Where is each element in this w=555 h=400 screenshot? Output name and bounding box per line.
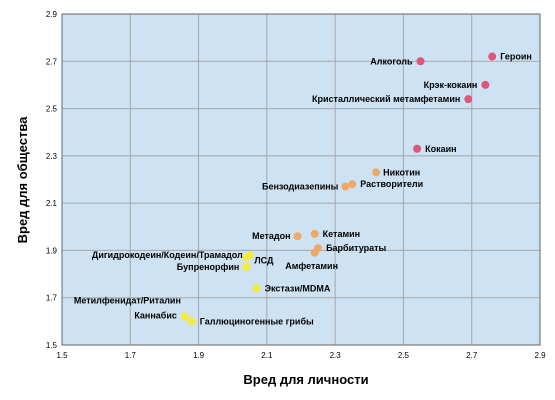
point-label: Кетамин bbox=[323, 229, 360, 239]
data-point bbox=[341, 182, 350, 191]
x-axis-title: Вред для личности bbox=[243, 372, 368, 387]
data-point bbox=[310, 248, 319, 257]
y-tick-label: 1.7 bbox=[46, 294, 58, 303]
x-tick-label: 2.9 bbox=[534, 351, 546, 360]
data-points bbox=[180, 52, 497, 326]
data-point bbox=[348, 180, 357, 189]
data-point bbox=[180, 312, 189, 321]
point-label: Галлюциногенные грибы bbox=[200, 316, 314, 326]
point-label: Бупренорфин bbox=[177, 262, 240, 272]
x-tick-label: 1.7 bbox=[125, 351, 137, 360]
y-tick-label: 1.5 bbox=[46, 341, 58, 350]
point-label: Каннабис bbox=[134, 311, 177, 321]
y-tick-label: 2.9 bbox=[46, 10, 58, 19]
data-point bbox=[242, 262, 251, 271]
y-tick-label: 1.9 bbox=[46, 246, 58, 255]
point-label: Кристаллический метамфетамин bbox=[312, 94, 460, 104]
y-tick-label: 2.7 bbox=[46, 57, 58, 66]
data-point bbox=[413, 144, 422, 153]
point-label: Растворители bbox=[360, 179, 423, 189]
point-label: Амфетамин bbox=[285, 261, 338, 271]
point-label: ЛСД bbox=[254, 256, 274, 266]
data-point bbox=[416, 57, 425, 66]
x-tick-label: 1.9 bbox=[193, 351, 205, 360]
point-label: Алкоголь bbox=[370, 56, 413, 66]
x-tick-label: 2.1 bbox=[261, 351, 273, 360]
point-labels: Героин Алкоголь Крэк-кокаин Кристаллический… bbox=[74, 52, 532, 327]
data-point bbox=[242, 253, 251, 262]
data-point bbox=[293, 232, 302, 241]
data-point bbox=[488, 52, 497, 61]
point-label: Кокаин bbox=[425, 144, 456, 154]
point-label: Никотин bbox=[383, 167, 420, 177]
y-axis-title: Вред для общества bbox=[15, 116, 30, 244]
point-label: Бензодиазепины bbox=[262, 182, 339, 192]
point-label: Метилфенидат/Риталин bbox=[74, 296, 181, 306]
y-axis-ticks: 1.5 1.7 1.9 2.1 2.3 2.5 2.7 2.9 bbox=[46, 10, 58, 350]
point-label: Дигидрокодеин/Кодеин/Трамадол bbox=[92, 250, 243, 260]
point-label: Крэк-кокаин bbox=[424, 80, 478, 90]
y-tick-label: 2.5 bbox=[46, 105, 58, 114]
point-label: Героин bbox=[500, 52, 532, 62]
point-label: Барбитураты bbox=[326, 243, 386, 253]
point-label: Метадон bbox=[252, 231, 290, 241]
data-point bbox=[372, 168, 381, 177]
x-tick-label: 1.5 bbox=[56, 351, 68, 360]
x-tick-label: 2.7 bbox=[466, 351, 478, 360]
plot-border bbox=[61, 13, 541, 346]
x-tick-label: 2.5 bbox=[398, 351, 410, 360]
data-point bbox=[187, 317, 196, 326]
y-tick-label: 2.1 bbox=[46, 199, 58, 208]
plot-area bbox=[62, 14, 540, 345]
x-axis-ticks: 1.5 1.7 1.9 2.1 2.3 2.5 2.7 2.9 bbox=[56, 351, 546, 360]
data-point bbox=[310, 229, 319, 238]
point-label: Экстази/MDMA bbox=[265, 283, 331, 293]
data-point bbox=[252, 284, 261, 293]
y-tick-label: 2.3 bbox=[46, 152, 58, 161]
x-tick-label: 2.3 bbox=[330, 351, 342, 360]
data-point bbox=[481, 80, 490, 89]
data-point bbox=[464, 95, 473, 104]
